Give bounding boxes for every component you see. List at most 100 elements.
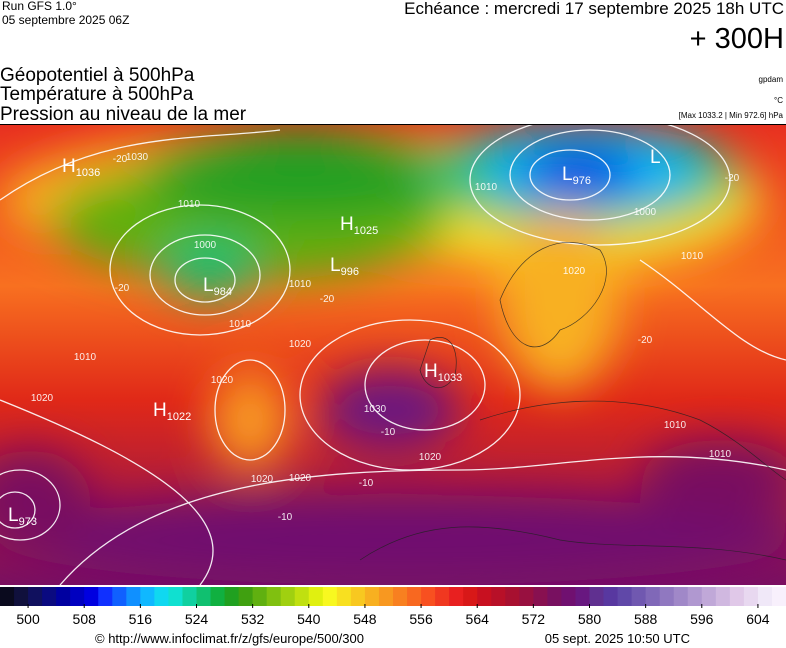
colorbar-cell <box>743 587 759 606</box>
contour-label: 1010 <box>664 420 687 431</box>
contour-label: 1010 <box>178 199 201 210</box>
colorbar-cell <box>294 587 310 606</box>
unit-label: [Max 1033.2 | Min 972.6] hPa <box>679 111 784 120</box>
pressure-center: H1025 <box>340 214 378 237</box>
contour-label: -20 <box>725 173 740 184</box>
colorbar-cell <box>280 587 296 606</box>
layer-label: Pression au niveau de la mer <box>0 104 247 125</box>
contour-label: 1010 <box>289 279 312 290</box>
pressure-center: L996 <box>330 255 359 278</box>
colorbar-cell <box>210 587 226 606</box>
colorbar-cell <box>266 587 282 606</box>
colorbar-tick-label: 500 <box>16 611 40 627</box>
source-url: © http://www.infoclimat.fr/z/gfs/europe/… <box>95 631 364 646</box>
unit-label: gpdam <box>759 75 784 84</box>
colorbar-tick-label: 596 <box>690 611 714 627</box>
colorbar-cell <box>729 587 745 606</box>
colorbar-cell <box>224 587 240 606</box>
pressure-center: L <box>650 147 661 168</box>
colorbar-tick-label: 524 <box>185 611 209 627</box>
colorbar-cell <box>561 587 576 606</box>
colorbar-cell <box>350 587 366 606</box>
colorbar-cell <box>519 587 534 606</box>
center-value: 973 <box>19 516 37 528</box>
center-value: 1036 <box>76 167 100 179</box>
colorbar-cell <box>154 587 169 606</box>
layer-label: Température à 500hPa <box>0 84 194 105</box>
contour-label: -10 <box>278 512 293 523</box>
colorbar-tick-label: 508 <box>73 611 97 627</box>
colorbar-tick-label: 540 <box>297 611 321 627</box>
center-value: 1033 <box>438 372 462 384</box>
forecast-time: Echéance : mercredi 17 septembre 2025 18… <box>404 0 784 18</box>
center-letter: H <box>424 361 438 382</box>
colorbar-cell <box>42 587 57 606</box>
colorbar-cell <box>589 587 605 606</box>
contour-label: 1030 <box>126 152 149 163</box>
colorbar-cell <box>168 587 183 606</box>
colorbar-tick-label: 588 <box>634 611 658 627</box>
colorbar-cell <box>687 587 703 606</box>
colorbar-tick-label: 580 <box>578 611 602 627</box>
colorbar-cell <box>757 587 773 606</box>
run-label: Run GFS 1.0° <box>2 0 77 13</box>
colorbar-cell <box>322 587 338 606</box>
contour-label: -10 <box>381 427 396 438</box>
contour-label: 1030 <box>364 404 387 415</box>
colorbar-cell <box>364 587 380 606</box>
center-letter: L <box>330 255 341 276</box>
colorbar-cell <box>617 587 633 606</box>
contour-label: 1010 <box>681 251 704 262</box>
pressure-center: L984 <box>203 275 232 298</box>
colorbar-cell <box>98 587 113 606</box>
colorbar-cell <box>70 587 85 606</box>
run-date: 05 septembre 2025 06Z <box>2 13 129 27</box>
colorbar-cell <box>126 587 141 606</box>
contour-label: 1020 <box>31 393 54 404</box>
center-letter: L <box>650 147 661 168</box>
layer-label: Géopotentiel à 500hPa <box>0 65 195 86</box>
colorbar-cell <box>491 587 506 606</box>
center-value: 996 <box>341 266 359 278</box>
colorbar-cell <box>252 587 268 606</box>
colorbar-cell <box>505 587 520 606</box>
contour-label: 1020 <box>289 473 312 484</box>
colorbar-cell <box>603 587 619 606</box>
colorbar-cell <box>575 587 590 606</box>
contour-label: 1010 <box>229 319 252 330</box>
colorbar-tick-label: 604 <box>746 611 770 627</box>
colorbar-cell <box>238 587 254 606</box>
colorbar-cell <box>673 587 689 606</box>
contour-label: 1020 <box>251 474 274 485</box>
contour-label: 1020 <box>563 266 586 277</box>
unit-label: °C <box>774 96 783 105</box>
center-value: 1025 <box>354 225 378 237</box>
pressure-center: H1036 <box>62 156 100 179</box>
colorbar-tick-label: 564 <box>466 611 490 627</box>
colorbar-cell <box>435 587 450 606</box>
colorbar-cell <box>449 587 464 606</box>
colorbar-cell <box>715 587 731 606</box>
colorbar-cell <box>336 587 352 606</box>
colorbar-cell <box>477 587 492 606</box>
colorbar-cell <box>28 587 43 606</box>
colorbar-cell <box>182 587 197 606</box>
contour-label: -20 <box>638 335 653 346</box>
contour-label: 1020 <box>211 375 234 386</box>
colorbar-cell <box>308 587 324 606</box>
colorbar-cell <box>659 587 675 606</box>
contour-label: 1010 <box>475 182 498 193</box>
pressure-center: H1033 <box>424 361 462 384</box>
pressure-center: L976 <box>562 164 591 187</box>
center-letter: H <box>153 400 167 421</box>
colorbar-cell <box>463 587 478 606</box>
colorbar-cell <box>56 587 71 606</box>
colorbar-cell <box>393 587 408 606</box>
center-letter: L <box>203 275 214 296</box>
center-value: 984 <box>214 286 232 298</box>
colorbar-cell <box>378 587 394 606</box>
colorbar-tick-label: 548 <box>353 611 377 627</box>
contour-label: -10 <box>359 478 374 489</box>
